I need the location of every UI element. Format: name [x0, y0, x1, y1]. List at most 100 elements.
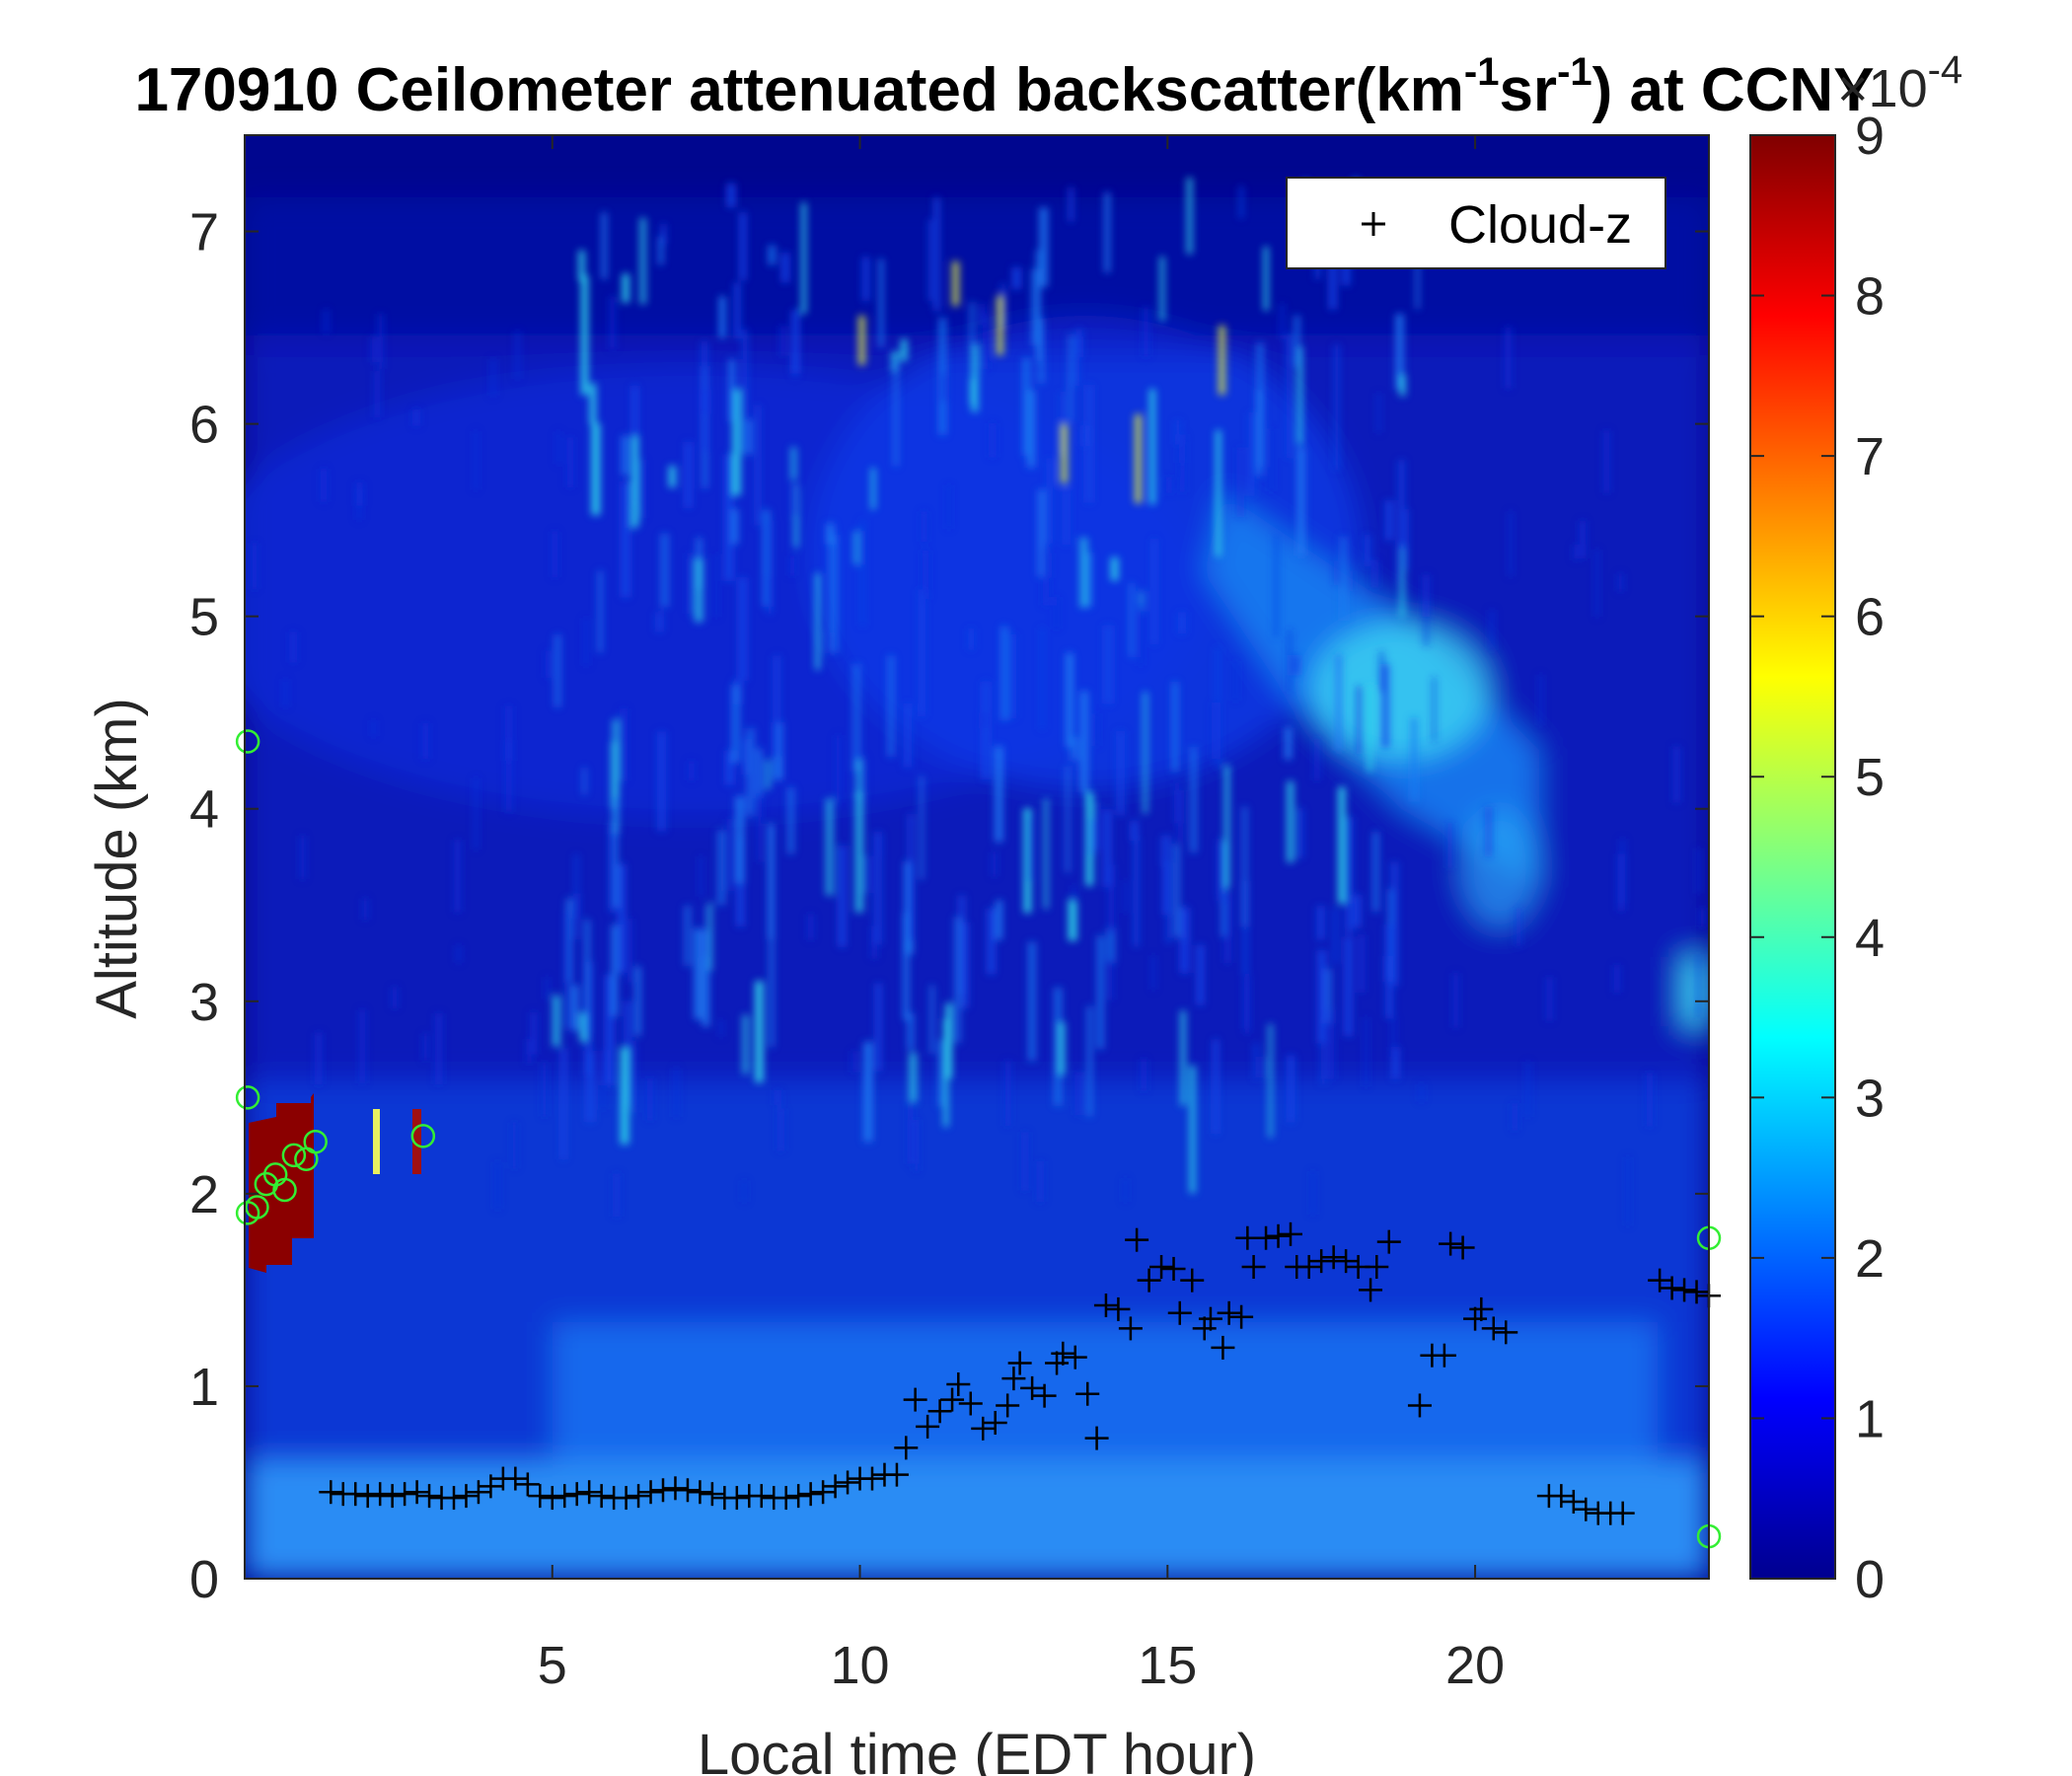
- cloud-z-marker: [380, 1484, 405, 1509]
- cloud-z-marker: [958, 1391, 983, 1416]
- x-tick-label: 15: [1138, 1636, 1197, 1695]
- cloud-z-marker: [368, 1482, 393, 1507]
- plot-frame: [244, 134, 1710, 1580]
- cloud-z-marker: [1660, 1276, 1684, 1300]
- cloud-z-marker: [405, 1480, 429, 1505]
- y-axis-label: Altitude (km): [85, 698, 149, 1019]
- cloud-z-marker: [774, 1486, 798, 1511]
- y-tick-label: 1: [189, 1358, 219, 1417]
- cloud-z-marker: [1217, 1300, 1241, 1325]
- cloud-z-marker: [1254, 1225, 1279, 1250]
- colorbar-tick-label: 8: [1855, 267, 1885, 327]
- y-tick-label: 2: [189, 1165, 219, 1224]
- cloud-z-marker: [894, 1436, 919, 1460]
- colorbar-tick-label: 1: [1855, 1389, 1885, 1448]
- cloud-z-marker: [1125, 1227, 1149, 1252]
- cloud-z-marker: [454, 1484, 479, 1509]
- cloud-z-marker: [903, 1387, 927, 1412]
- y-tick-label: 3: [189, 973, 219, 1032]
- cloud-z-marker: [946, 1371, 971, 1396]
- cloud-z-marker: [515, 1472, 540, 1497]
- legend-box: [1286, 177, 1666, 269]
- cloud-z-marker: [1450, 1235, 1475, 1260]
- cloud-z-marker: [651, 1478, 675, 1503]
- cloud-z-marker: [1241, 1254, 1266, 1279]
- colorbar-ticks: 0 1 2 3 4 5 6 7 8 9: [1750, 107, 1885, 1609]
- cloud-z-marker: [1574, 1497, 1598, 1521]
- cloud-z-marker: [971, 1416, 996, 1441]
- cloud-z-marker: [1180, 1268, 1205, 1293]
- cloud-z-marker: [884, 1462, 909, 1487]
- cloud-z-marker: [688, 1480, 712, 1505]
- colorbar-tick-label: 5: [1855, 748, 1885, 807]
- y-axis: 0 1 2 3 4 5 6 7: [189, 203, 1709, 1609]
- cloud-z-marker: [700, 1482, 724, 1507]
- cloud-z-marker: [811, 1480, 836, 1505]
- cloud-z-marker: [1106, 1296, 1131, 1321]
- cloud-z-marker: [1045, 1351, 1070, 1375]
- cloud-z-marker: [1192, 1316, 1217, 1341]
- legend-entry-cloud-z: Cloud-z: [1448, 195, 1632, 255]
- circle-marker: [235, 1085, 260, 1110]
- cloud-z-marker: [417, 1484, 442, 1509]
- cloud-z-marker: [1309, 1249, 1334, 1274]
- backscatter-field: [245, 197, 1709, 1579]
- cloud-z-marker: [1149, 1254, 1174, 1279]
- circle-marker: [272, 1177, 297, 1203]
- cloud-z-marker: [553, 1484, 577, 1509]
- colorbar-tick-label: 0: [1855, 1550, 1885, 1609]
- circle-marker: [235, 729, 260, 754]
- cloud-z-marker: [1229, 1304, 1254, 1329]
- cloud-z-marker: [1684, 1280, 1709, 1304]
- cloud-z-marker: [1020, 1375, 1045, 1400]
- cloud-z-marker: [343, 1482, 368, 1507]
- cloud-z-marker: [466, 1480, 490, 1505]
- cloud-z-marker: [916, 1414, 940, 1439]
- cloud-z-marker: [1093, 1294, 1118, 1318]
- cloud-z-marker: [1063, 1345, 1087, 1369]
- cloud-z-marker: [786, 1484, 811, 1509]
- cloud-z-marker: [1432, 1343, 1456, 1368]
- cloud-z-marker: [1161, 1256, 1186, 1281]
- y-tick-label: 6: [189, 396, 219, 455]
- colorbar-tick-label: 4: [1855, 909, 1885, 968]
- cloud-z-marker: [1051, 1341, 1075, 1366]
- cloud-z-marker: [1610, 1501, 1635, 1525]
- y-tick-label: 0: [189, 1550, 219, 1609]
- cloud-z-marker: [1266, 1223, 1291, 1248]
- cloud-z-marker: [1084, 1426, 1109, 1450]
- cloud-z-marker: [1118, 1316, 1143, 1341]
- cloud-z-marker: [1549, 1484, 1574, 1509]
- cloud-z-marker: [1279, 1221, 1302, 1246]
- cloud-z-marker: [638, 1480, 663, 1505]
- cloud-z-marker: [1481, 1316, 1506, 1341]
- cloud-z-marker: [798, 1482, 823, 1507]
- x-tick-label: 20: [1445, 1636, 1505, 1695]
- cloud-z-marker: [1296, 1254, 1321, 1279]
- x-axis: 5 10 15 20: [538, 135, 1505, 1695]
- cloud-z-marker: [1359, 1278, 1383, 1302]
- colorbar-exponent: ×10-4: [1837, 48, 1962, 118]
- cloud-z-marker: [1001, 1367, 1026, 1391]
- colorbar-tick-label: 6: [1855, 588, 1885, 647]
- cloud-z-marker: [1463, 1306, 1488, 1331]
- legend: Cloud-z: [1286, 177, 1666, 269]
- cloud-z-marker: [1075, 1381, 1100, 1406]
- cloud-z-marker: [983, 1410, 1007, 1435]
- cloud-z-marker: [442, 1486, 466, 1511]
- y-tick-label: 4: [189, 780, 219, 840]
- cloud-z-marker: [940, 1387, 965, 1412]
- cloud-z-marker: [1321, 1245, 1346, 1270]
- cloud-z-marker: [836, 1470, 860, 1495]
- cloud-z-marker: [540, 1486, 564, 1511]
- cloud-z-marker: [1648, 1268, 1672, 1293]
- colorbar-tick-label: 2: [1855, 1229, 1885, 1289]
- marker-layer: [235, 729, 1722, 1549]
- cloud-z-marker: [393, 1482, 417, 1507]
- y-tick-label: 5: [189, 588, 219, 647]
- x-tick-label: 5: [538, 1636, 567, 1695]
- circle-marker: [281, 1143, 307, 1168]
- cloud-z-marker: [564, 1482, 589, 1507]
- cloud-z-marker: [1032, 1383, 1057, 1408]
